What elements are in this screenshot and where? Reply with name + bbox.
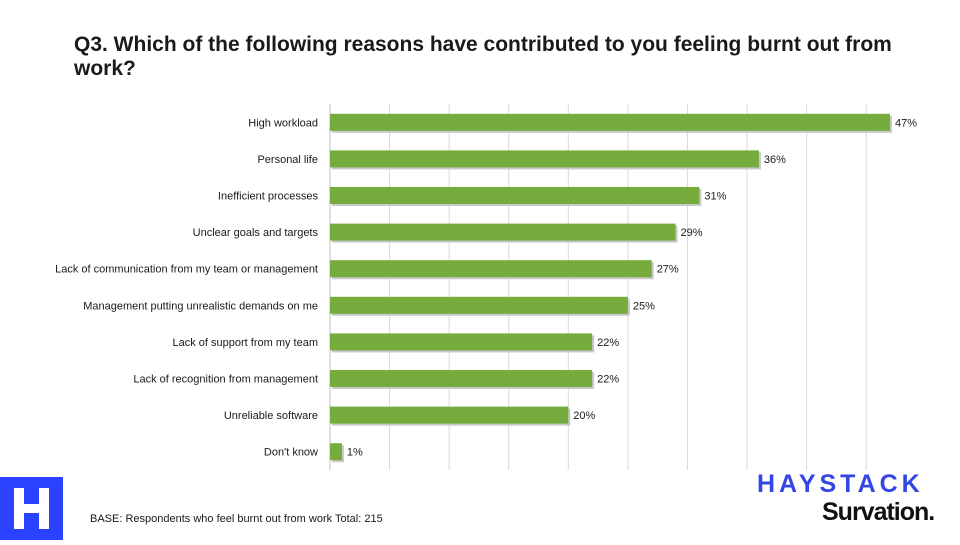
bar	[330, 187, 700, 204]
base-note: BASE: Respondents who feel burnt out fro…	[90, 513, 383, 525]
value-label: 27%	[657, 264, 679, 276]
category-label: Management putting unrealistic demands o…	[83, 300, 318, 312]
bars	[330, 113, 892, 463]
value-label: 20%	[573, 410, 595, 422]
category-label: Personal life	[257, 154, 318, 166]
category-label: Inefficient processes	[218, 191, 319, 203]
bar	[330, 333, 593, 351]
bar	[330, 406, 569, 424]
value-label: 29%	[681, 227, 703, 239]
haystack-logo: HAYSTACK	[757, 470, 924, 498]
value-labels: 47% 36% 31% 29% 27% 25% 22% 22% 20% 1%	[347, 117, 917, 458]
value-label: 47%	[895, 117, 917, 129]
category-label: Lack of communication from my team or ma…	[55, 264, 318, 276]
survation-logo: Survation.	[822, 498, 935, 526]
value-label: 22%	[597, 374, 619, 386]
category-label: Lack of recognition from management	[133, 374, 318, 386]
category-labels: High workload Personal life Inefficient pr…	[55, 117, 318, 458]
value-label: 31%	[704, 191, 726, 203]
category-label: Unclear goals and targets	[193, 227, 319, 239]
value-label: 22%	[597, 337, 619, 349]
value-label: 1%	[347, 447, 363, 459]
bar	[330, 223, 676, 241]
chart-title: Q3. Which of the following reasons have …	[74, 33, 892, 80]
value-label: 36%	[764, 154, 786, 166]
category-label: High workload	[248, 117, 318, 129]
bar	[330, 113, 890, 131]
bar-chart: High workload Personal life Inefficient pr…	[55, 104, 917, 470]
bar	[330, 260, 652, 278]
bar	[330, 443, 342, 461]
category-label: Lack of support from my team	[173, 337, 319, 349]
bar	[330, 296, 628, 314]
category-label: Don't know	[264, 447, 318, 459]
bar	[330, 370, 593, 387]
category-label: Unreliable software	[224, 410, 318, 422]
haystack-h-logo	[0, 477, 63, 540]
bar	[330, 150, 759, 168]
h-logo-icon	[14, 488, 49, 529]
value-label: 25%	[633, 300, 655, 312]
